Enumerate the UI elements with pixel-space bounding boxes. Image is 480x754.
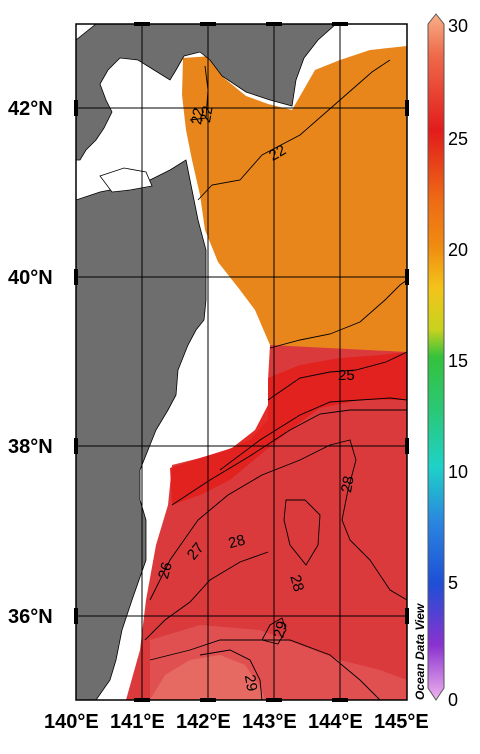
x-tick-label: 142°E bbox=[176, 711, 231, 733]
y-axis-labels: 42°N 40°N 38°N 36°N bbox=[8, 98, 53, 628]
credit-text: Ocean Data View bbox=[413, 603, 427, 700]
sst-field-south bbox=[126, 345, 407, 700]
x-tick-label: 141°E bbox=[110, 711, 165, 733]
colorbar-tick-label: 25 bbox=[448, 129, 468, 149]
sst-field-north bbox=[182, 46, 407, 360]
y-tick-label: 40°N bbox=[8, 267, 53, 289]
colorbar-tick-label: 15 bbox=[448, 351, 468, 371]
x-tick-label: 143°E bbox=[242, 711, 297, 733]
contour-lines bbox=[144, 59, 407, 700]
contour-labels: 22 22 22 25 28 28 28 27 26 29 29 bbox=[155, 105, 358, 693]
contour-label: 29 bbox=[270, 619, 291, 640]
contour-label: 29 bbox=[241, 673, 261, 692]
contour-label: 22 bbox=[266, 142, 289, 165]
contour-label: 28 bbox=[338, 475, 358, 494]
contour-label: 26 bbox=[155, 560, 176, 581]
x-tick-label: 145°E bbox=[374, 711, 429, 733]
x-tick-label: 140°E bbox=[44, 711, 99, 733]
colorbar-fill bbox=[427, 13, 445, 701]
colorbar-tick-label: 0 bbox=[448, 690, 458, 710]
colorbar-tick-label: 5 bbox=[448, 573, 458, 593]
contour-label: 22 bbox=[188, 107, 208, 126]
y-tick-label: 42°N bbox=[8, 98, 53, 120]
contour-label: 25 bbox=[338, 367, 355, 384]
contour-label: 28 bbox=[227, 532, 248, 553]
land-peninsula bbox=[99, 167, 153, 193]
contour-label: 22 bbox=[197, 105, 217, 124]
colorbar-tick-label: 30 bbox=[448, 16, 468, 36]
colorbar bbox=[427, 13, 445, 701]
frame-ticks bbox=[74, 22, 409, 702]
grid-lines bbox=[76, 24, 407, 700]
y-tick-label: 38°N bbox=[8, 436, 53, 458]
plot-frame bbox=[75, 23, 408, 701]
x-axis-labels: 140°E 141°E 142°E 143°E 144°E 145°E bbox=[44, 711, 429, 733]
colorbar-labels: 30 25 20 15 10 5 0 bbox=[448, 16, 468, 710]
x-tick-label: 144°E bbox=[308, 711, 363, 733]
y-tick-label: 36°N bbox=[8, 606, 53, 628]
sst-warm-patch bbox=[150, 625, 407, 700]
colorbar-tick-label: 20 bbox=[448, 240, 468, 260]
colorbar-tick-label: 10 bbox=[448, 462, 468, 482]
land-honshu bbox=[76, 159, 207, 700]
sst-front-band bbox=[170, 352, 407, 505]
contour-label: 28 bbox=[286, 573, 307, 594]
land-hokkaido bbox=[76, 24, 337, 161]
